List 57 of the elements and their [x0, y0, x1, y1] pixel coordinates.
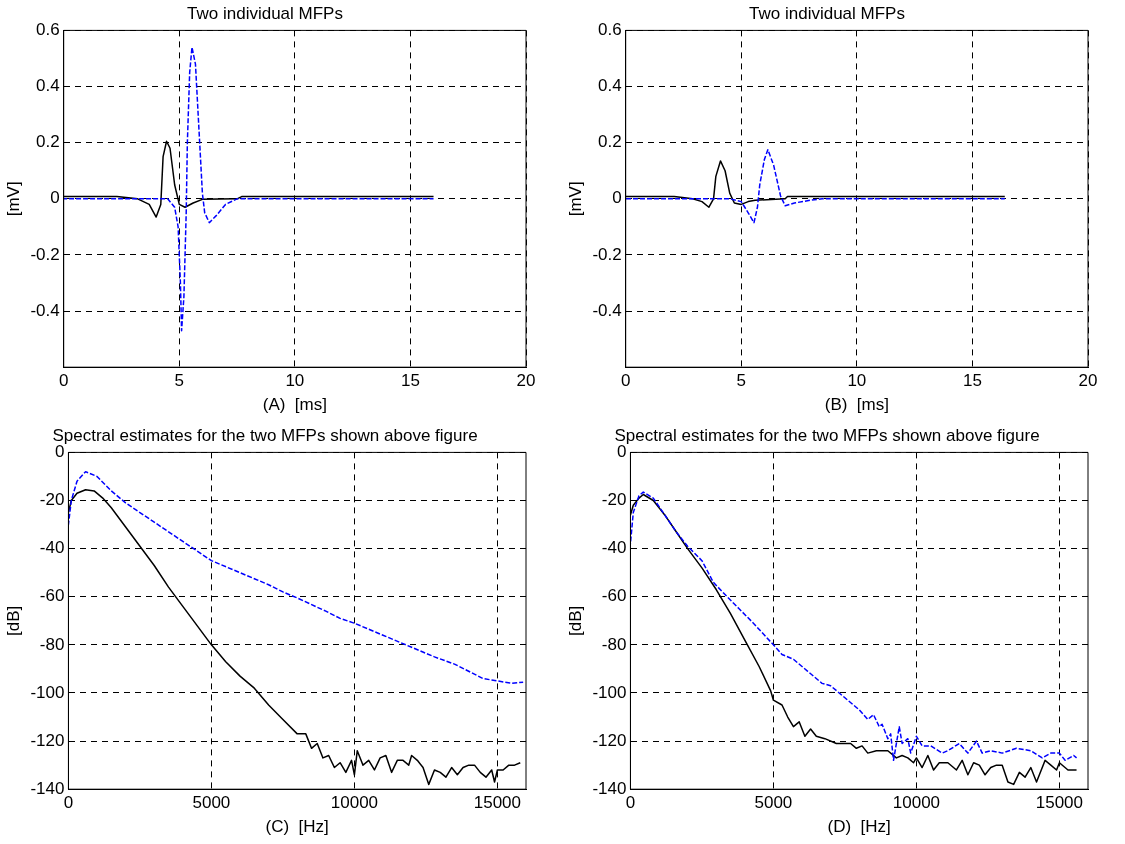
x-tick-label: 20 [516, 371, 536, 391]
x-tick-label: 15 [400, 371, 420, 391]
x-tick-label: 20 [1078, 371, 1098, 391]
y-tick-label: -140 [592, 778, 627, 798]
line-series [68, 470, 524, 685]
x-tick-label: 10000 [330, 793, 379, 813]
x-tick-label: 10000 [892, 793, 941, 813]
y-tick-label: -100 [30, 682, 65, 702]
y-tick-label: 0.4 [36, 76, 60, 96]
y-tick-label: 0.6 [598, 20, 622, 40]
line-series [625, 148, 1006, 224]
y-axis-title: [mV] [3, 181, 23, 217]
y-tick-label: -20 [39, 490, 65, 510]
y-tick-label: -60 [601, 586, 627, 606]
x-tick-label: 15 [962, 371, 982, 391]
y-tick-label: -0.4 [30, 300, 60, 320]
x-axis-title: (B) [ms] [824, 395, 889, 415]
x-axis-title: (A) [ms] [262, 395, 327, 415]
y-tick-label: -120 [30, 730, 65, 750]
y-tick-label: 0 [50, 188, 60, 208]
x-tick-label: 5 [736, 371, 746, 391]
y-tick-label: -140 [30, 778, 65, 798]
y-tick-label: -80 [601, 634, 627, 654]
y-axis-title: [dB] [3, 605, 23, 636]
x-tick-label: 10 [847, 371, 867, 391]
y-tick-label: -100 [592, 682, 627, 702]
line-series [63, 46, 435, 332]
y-tick-label: 0 [612, 188, 622, 208]
chart-title: Spectral estimates for the two MFPs shown above figure [52, 425, 478, 445]
y-tick-label: -80 [39, 634, 65, 654]
x-tick-label: 5000 [192, 793, 231, 813]
y-tick-label: -60 [39, 586, 65, 606]
x-tick-label: 15000 [1035, 793, 1084, 813]
y-tick-label: 0.2 [36, 132, 60, 152]
x-tick-label: 15000 [473, 793, 522, 813]
y-tick-label: -40 [39, 538, 65, 558]
chart-title: Two individual MFPs [187, 3, 343, 23]
y-tick-label: -40 [601, 538, 627, 558]
chart-title: Two individual MFPs [749, 3, 905, 23]
x-tick-label: 10 [285, 371, 305, 391]
x-axis-title: (D) [Hz] [827, 817, 891, 837]
y-tick-label: 0.6 [36, 20, 60, 40]
y-tick-label: -0.4 [592, 300, 622, 320]
x-axis-title: (C) [Hz] [265, 817, 329, 837]
y-tick-label: -120 [592, 730, 627, 750]
y-tick-label: 0 [54, 442, 65, 462]
chart-title: Spectral estimates for the two MFPs shown above figure [614, 425, 1040, 445]
y-tick-label: -20 [601, 490, 627, 510]
x-tick-label: 5 [174, 371, 184, 391]
y-axis-title: [mV] [565, 181, 585, 217]
y-tick-label: -0.2 [30, 244, 60, 264]
y-tick-label: 0 [616, 442, 627, 462]
y-tick-label: 0.2 [598, 132, 622, 152]
y-tick-label: 0.4 [598, 76, 622, 96]
x-tick-label: 5000 [754, 793, 793, 813]
y-tick-label: -0.2 [592, 244, 622, 264]
y-axis-title: [dB] [565, 605, 585, 636]
